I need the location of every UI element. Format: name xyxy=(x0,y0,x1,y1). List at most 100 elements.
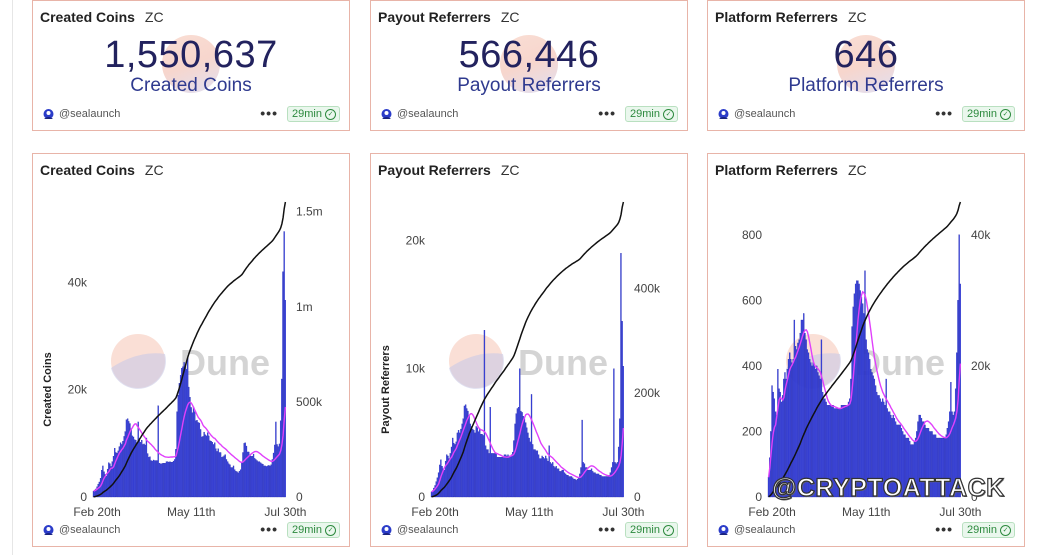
bar xyxy=(610,467,613,498)
bar xyxy=(779,391,781,498)
bar xyxy=(217,448,219,498)
created-coins-chart[interactable]: Dune 0 20k 40k 0 500k 1m 1.5m Feb 20th May 11th Ju… xyxy=(33,154,349,546)
y2-tick-label: 500k xyxy=(296,395,323,409)
refresh-time-badge[interactable]: 29min ✓ xyxy=(287,522,340,538)
more-options-icon[interactable]: ••• xyxy=(598,105,616,121)
bar xyxy=(105,475,108,498)
more-options-icon[interactable]: ••• xyxy=(598,521,616,537)
bar xyxy=(474,432,476,498)
bar xyxy=(170,461,172,498)
bar xyxy=(811,365,813,498)
more-options-icon[interactable]: ••• xyxy=(935,105,953,121)
panel-tag: ZC xyxy=(500,162,520,178)
more-options-icon[interactable]: ••• xyxy=(935,521,953,537)
average-line xyxy=(431,412,625,493)
bar xyxy=(874,385,877,498)
panel-title[interactable]: Platform Referrers ZC xyxy=(715,9,867,25)
y2-tick-label: 20k xyxy=(971,359,991,373)
bar xyxy=(482,435,484,498)
bar xyxy=(805,339,807,498)
author-link[interactable]: @sealaunch xyxy=(734,524,796,536)
refresh-time-badge[interactable]: 29min ✓ xyxy=(625,106,678,122)
author-link[interactable]: @sealaunch xyxy=(59,108,121,120)
bar xyxy=(916,431,918,498)
more-options-icon[interactable]: ••• xyxy=(260,521,278,537)
payout-referrers-chart[interactable]: Dune 0 10k 20k 0 200k 400k Feb 20th May 11th Jul … xyxy=(371,154,687,546)
panel-title[interactable]: Created Coins ZC xyxy=(40,162,164,178)
bar xyxy=(821,391,824,498)
bar xyxy=(549,462,551,498)
bar xyxy=(914,437,917,498)
panel-title[interactable]: Payout Referrers ZC xyxy=(378,162,520,178)
sealaunch-avatar-icon[interactable] xyxy=(380,108,393,121)
bar xyxy=(953,411,956,498)
panel-title[interactable]: Platform Referrers ZC xyxy=(715,162,867,178)
bar xyxy=(509,455,511,498)
sealaunch-avatar-icon[interactable] xyxy=(42,108,55,121)
bar xyxy=(507,454,509,498)
sealaunch-avatar-icon[interactable] xyxy=(717,524,730,537)
bar xyxy=(250,456,252,498)
author-link[interactable]: @sealaunch xyxy=(734,108,796,120)
bar xyxy=(236,471,238,498)
bar xyxy=(192,406,195,498)
bar xyxy=(590,468,593,498)
bar xyxy=(886,408,888,498)
bar xyxy=(203,431,205,498)
refresh-time-badge[interactable]: 29min ✓ xyxy=(962,106,1015,122)
bar xyxy=(906,437,908,498)
author-link[interactable]: @sealaunch xyxy=(397,524,459,536)
refresh-time-badge[interactable]: 29min ✓ xyxy=(625,522,678,538)
panel-title[interactable]: Payout Referrers ZC xyxy=(378,9,520,25)
bar xyxy=(533,449,535,498)
bar xyxy=(827,405,830,498)
sealaunch-avatar-icon[interactable] xyxy=(380,524,393,537)
bar xyxy=(892,414,894,498)
bar xyxy=(904,434,906,498)
bar xyxy=(567,475,569,498)
bar xyxy=(793,319,796,498)
bar xyxy=(271,459,274,498)
sealaunch-avatar-icon[interactable] xyxy=(717,108,730,121)
bar xyxy=(222,456,224,498)
bar xyxy=(104,474,106,498)
panel-tag: ZC xyxy=(144,162,164,178)
refresh-time-badge[interactable]: 29min ✓ xyxy=(962,522,1015,538)
bar xyxy=(593,472,595,498)
bar xyxy=(241,462,243,498)
bar xyxy=(772,391,774,498)
y2-tick-label: 400k xyxy=(634,282,661,296)
bar xyxy=(475,426,477,498)
bar xyxy=(257,461,259,498)
bar xyxy=(132,436,135,498)
counter-panel-platform-referrers: Platform Referrers ZC 646 Platform Referr… xyxy=(707,0,1025,131)
bar xyxy=(599,475,601,498)
bar xyxy=(603,476,606,498)
bar xyxy=(774,411,777,498)
panel-footer: @sealaunch ••• 29min ✓ xyxy=(42,521,340,540)
x-tick-label: Feb 20th xyxy=(748,505,795,519)
bar xyxy=(809,359,811,498)
x-tick-label: May 11th xyxy=(505,505,553,519)
x-tick-label: Feb 20th xyxy=(73,505,120,519)
bar xyxy=(172,460,175,498)
bar xyxy=(244,442,246,498)
more-options-icon[interactable]: ••• xyxy=(260,105,278,121)
refresh-time-badge[interactable]: 29min ✓ xyxy=(287,106,340,122)
y-tick-label: 0 xyxy=(80,490,87,504)
bar xyxy=(225,459,228,498)
bar xyxy=(267,465,269,498)
bar xyxy=(503,454,506,498)
bar xyxy=(486,449,488,498)
sealaunch-avatar-icon[interactable] xyxy=(42,524,55,537)
author-link[interactable]: @sealaunch xyxy=(59,524,121,536)
bar xyxy=(194,411,196,498)
bar xyxy=(936,437,938,498)
bar xyxy=(103,471,105,498)
y2-tick-label: 1.5m xyxy=(296,205,323,219)
author-link[interactable]: @sealaunch xyxy=(397,108,459,120)
bar xyxy=(950,382,952,498)
bar xyxy=(794,346,797,498)
panel-title[interactable]: Created Coins ZC xyxy=(40,9,164,25)
